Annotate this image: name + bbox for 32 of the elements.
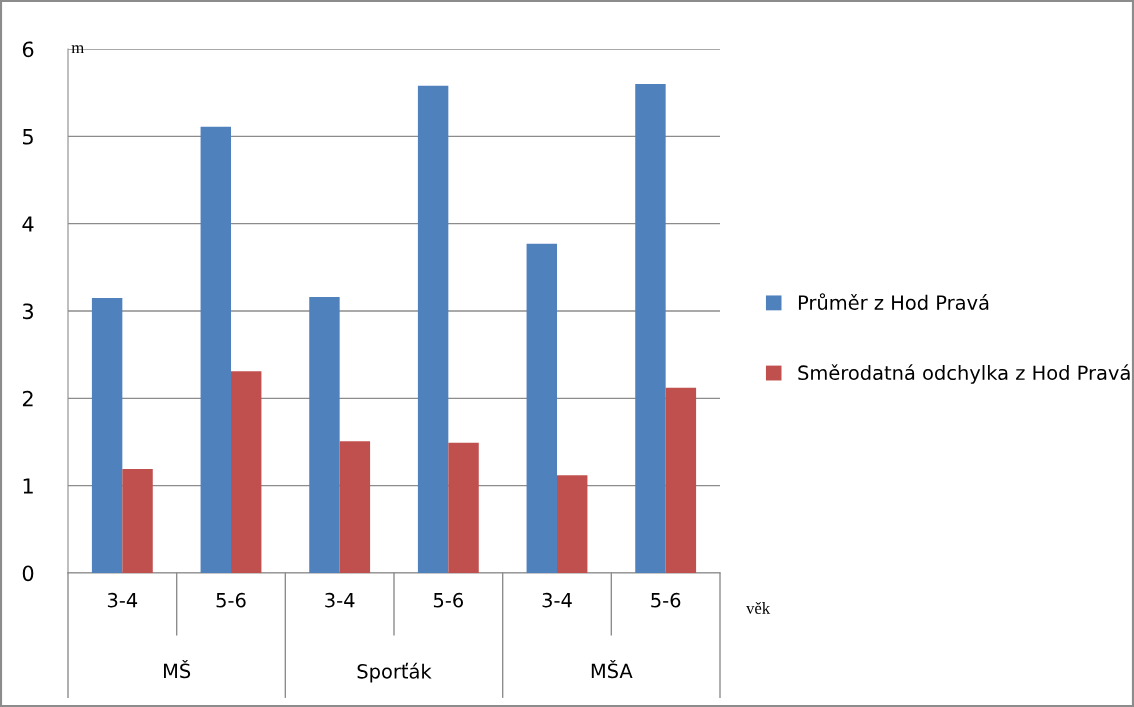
legend-label: Průměr z Hod Pravá: [798, 293, 989, 310]
y-tick-label: 6: [22, 41, 34, 58]
y-tick-label: 4: [22, 216, 34, 232]
x-axis-title: věk: [746, 602, 771, 614]
bar: [635, 83, 666, 573]
x-tick-label: 3-4: [107, 592, 138, 608]
bar: [200, 126, 231, 573]
y-tick-label: 5: [23, 129, 33, 145]
bar: [309, 297, 340, 573]
bar: [557, 475, 588, 573]
bar: [339, 441, 371, 573]
bar: [448, 442, 479, 573]
x-tick-label: 5-6: [216, 592, 246, 608]
text: MŠ: [164, 659, 191, 679]
y-tick-label: 0: [22, 565, 34, 582]
x-tick-label: 3-4: [542, 592, 572, 608]
text: MŠA: [591, 659, 633, 679]
bar: [417, 85, 449, 573]
bar: [665, 387, 697, 573]
bar: [122, 469, 153, 573]
text: Sporťák: [357, 662, 432, 683]
bar: [231, 371, 262, 573]
bar: [526, 243, 557, 573]
y-tick-label: 3: [23, 303, 33, 320]
y-tick-label: 2: [22, 390, 33, 407]
x-tick-label: 5-6: [433, 592, 463, 608]
x-tick-label: 3-4: [325, 592, 355, 608]
legend-label: Směrodatná odchylka z Hod Pravá: [798, 364, 1130, 384]
y-tick-label: 1: [23, 478, 33, 494]
y-axis-title: m: [71, 45, 84, 54]
x-tick-label: 5-6: [651, 592, 681, 608]
bar: [91, 297, 123, 573]
